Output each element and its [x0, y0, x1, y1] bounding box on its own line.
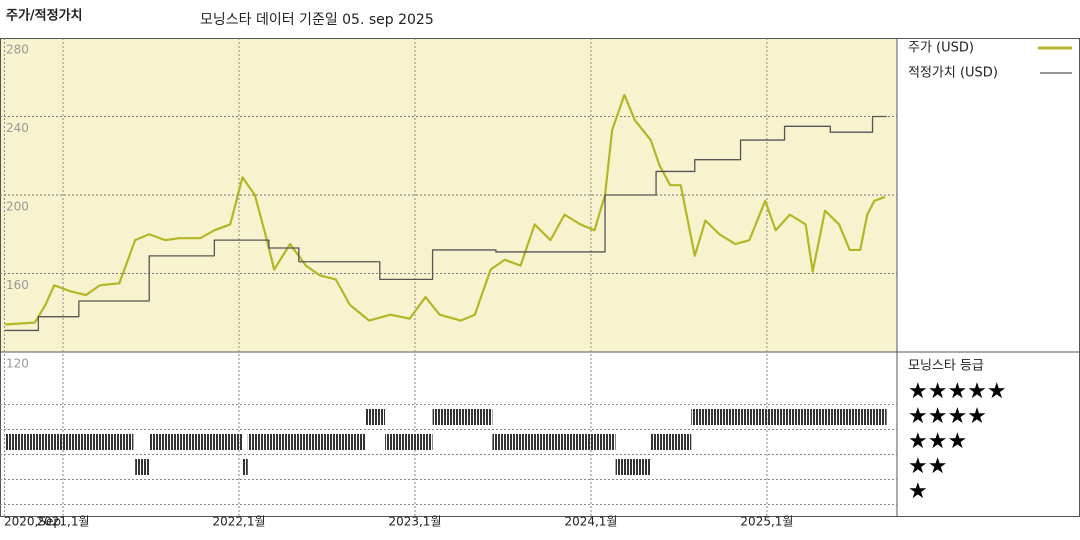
rating-level-label: ★★★★: [908, 404, 987, 429]
x-tick-label: 2024,1월: [564, 515, 617, 529]
rating-bar: [149, 434, 243, 450]
rating-bar: [650, 434, 692, 450]
chart-subtitle: 모닝스타 데이터 기준일 05. sep 2025: [200, 12, 434, 28]
rating-bar: [242, 459, 248, 475]
y-tick-label: 200: [6, 200, 29, 214]
rating-level-label: ★★★★★: [908, 379, 1007, 404]
rating-bar: [615, 459, 651, 475]
x-tick-label: 2022,1월: [212, 515, 265, 529]
chart-title: 주가/적정가치: [6, 8, 83, 24]
rating-bar: [432, 409, 493, 425]
rating-title: 모닝스타 등급: [908, 359, 984, 374]
rating-level-label: ★★★: [908, 429, 967, 454]
rating-bar: [691, 409, 887, 425]
rating-level-label: ★: [908, 479, 928, 504]
rating-bar: [365, 409, 386, 425]
y-tick-label: 160: [6, 278, 29, 292]
x-tick-label: 2023,1월: [388, 515, 441, 529]
rating-level-label: ★★: [908, 454, 947, 479]
rating-bar: [492, 434, 616, 450]
rating-bar: [4, 434, 134, 450]
x-tick-label: 2021,1월: [36, 515, 89, 529]
y-tick-label: 120: [6, 357, 29, 371]
y-tick-label: 280: [6, 43, 29, 57]
x-tick-label: 2025,1월: [740, 515, 793, 529]
y-tick-label: 240: [6, 121, 29, 135]
rating-bar: [385, 434, 433, 450]
x-tick-label: 2020,Sep: [4, 515, 61, 529]
legend-label: 주가 (USD): [908, 41, 974, 56]
series-line: [4, 115, 887, 332]
rating-bar: [247, 434, 366, 450]
legend-label: 적정가치 (USD): [908, 66, 998, 81]
series-line: [4, 93, 886, 326]
rating-bar: [135, 459, 150, 475]
